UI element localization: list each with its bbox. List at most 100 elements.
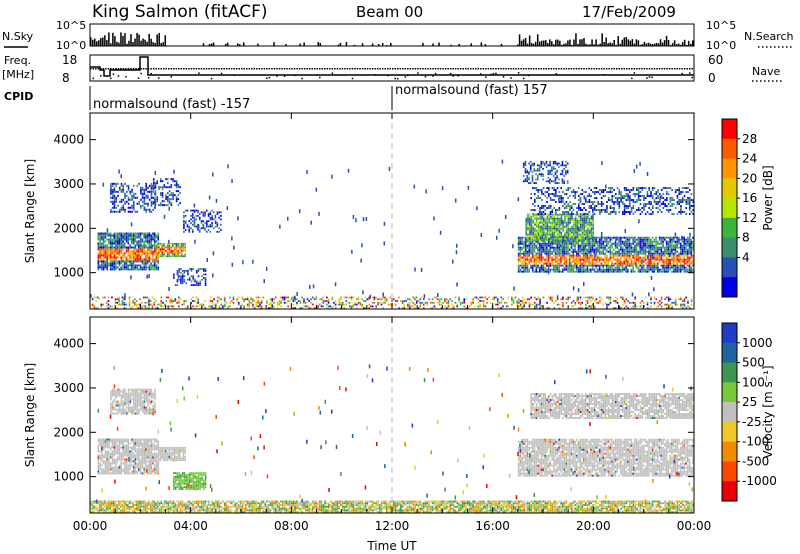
data-cell	[134, 210, 137, 213]
data-cell	[109, 305, 111, 308]
data-cell	[671, 236, 673, 239]
data-cell	[556, 262, 559, 265]
data-cell	[574, 240, 576, 243]
data-cell	[106, 262, 108, 265]
nsky-bar	[315, 45, 317, 46]
data-cell	[604, 189, 607, 192]
data-cell	[177, 255, 179, 258]
data-cell	[180, 277, 182, 279]
data-cell	[597, 203, 599, 206]
data-cell	[523, 242, 525, 245]
data-cell	[671, 212, 673, 215]
nsky-bar	[94, 38, 96, 46]
data-cell	[139, 234, 142, 237]
data-cell	[579, 248, 582, 251]
data-cell	[556, 250, 559, 253]
data-cell	[692, 209, 695, 211]
data-cell	[102, 260, 105, 263]
data-cell	[672, 248, 675, 251]
nave-dot	[668, 68, 671, 70]
nsky-bar	[563, 43, 565, 46]
data-cell	[148, 242, 151, 245]
data-cell	[553, 195, 555, 198]
data-cell	[123, 301, 126, 304]
nave-dot	[313, 68, 316, 70]
nave-dot	[603, 68, 605, 70]
nsky-bar	[681, 41, 684, 46]
data-cell	[637, 242, 640, 245]
data-cell	[133, 204, 135, 207]
data-cell	[553, 235, 556, 238]
data-cell	[548, 205, 550, 208]
data-cell	[109, 264, 112, 267]
data-cell	[555, 211, 557, 213]
data-cell	[611, 266, 613, 269]
data-cell	[644, 244, 647, 247]
data-cell	[688, 205, 691, 208]
data-cell	[598, 270, 601, 273]
data-cell	[623, 242, 626, 245]
data-cell	[148, 298, 150, 301]
data-cell	[581, 252, 583, 255]
data-cell	[565, 211, 568, 213]
data-cell	[150, 250, 152, 253]
data-cell	[562, 211, 564, 213]
data-cell	[99, 264, 101, 267]
data-cell	[551, 169, 553, 172]
data-cell	[679, 256, 682, 259]
data-cell	[111, 296, 113, 299]
data-cell	[522, 162, 525, 165]
data-cell	[595, 256, 597, 259]
data-cell	[136, 232, 138, 235]
data-cell	[150, 186, 153, 189]
data-cell	[146, 246, 149, 249]
data-cell	[602, 258, 604, 261]
data-cell	[111, 184, 114, 187]
nave-dot	[361, 68, 364, 70]
data-cell	[579, 227, 582, 230]
data-cell	[544, 242, 546, 245]
data-cell	[685, 191, 688, 194]
data-cell	[222, 305, 224, 308]
data-cell	[540, 160, 543, 163]
data-cell	[153, 298, 156, 301]
nsky-bar	[381, 43, 384, 46]
data-cell	[168, 250, 171, 252]
data-cell	[676, 240, 678, 243]
data-cell	[148, 268, 151, 271]
data-cell	[583, 254, 585, 257]
data-cell	[260, 301, 263, 304]
data-cell	[575, 262, 578, 265]
data-cell	[688, 262, 691, 265]
data-cell	[583, 212, 585, 215]
nsky-bar	[361, 43, 364, 46]
data-cell	[163, 251, 165, 254]
data-cell	[202, 277, 205, 279]
nsky-bar	[313, 45, 315, 46]
data-cell	[145, 260, 147, 263]
data-cell	[538, 256, 541, 259]
data-cell	[588, 262, 590, 265]
data-cell	[132, 254, 135, 257]
data-cell	[173, 275, 175, 278]
data-cell	[179, 242, 181, 245]
data-cell	[183, 269, 186, 272]
data-cell	[120, 182, 123, 185]
data-cell	[669, 240, 671, 243]
data-cell	[157, 260, 160, 263]
nsky-bar	[283, 45, 285, 46]
data-cell	[136, 240, 138, 243]
data-cell	[598, 264, 601, 267]
nave-dot	[553, 68, 555, 70]
data-cell	[657, 266, 659, 269]
nave-dot	[661, 68, 663, 70]
data-cell	[127, 238, 130, 241]
data-cell	[150, 202, 153, 205]
data-cell	[524, 167, 527, 170]
data-cell	[554, 173, 557, 176]
nave-dot	[256, 68, 258, 70]
data-cell	[104, 262, 107, 265]
data-cell	[117, 210, 119, 213]
data-cell	[622, 195, 624, 198]
data-cell	[555, 223, 557, 226]
